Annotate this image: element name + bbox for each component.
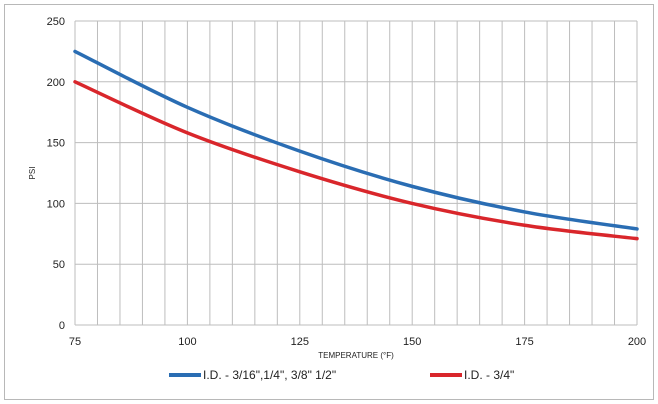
legend: I.D. - 3/16",1/4", 3/8" 1/2" I.D. - 3/4" bbox=[169, 368, 514, 382]
y-tick-label: 0 bbox=[59, 320, 65, 332]
x-tick-label: 125 bbox=[291, 336, 309, 348]
legend-label-1: I.D. - 3/16",1/4", 3/8" 1/2" bbox=[203, 368, 336, 382]
x-tick-label: 200 bbox=[628, 336, 646, 348]
legend-label-2: I.D. - 3/4" bbox=[464, 368, 514, 382]
series-lines bbox=[73, 49, 639, 241]
x-tick-label: 100 bbox=[178, 336, 196, 348]
x-axis-ticks: 75 100 125 150 175 200 bbox=[69, 336, 646, 348]
chart-frame: 0 50 100 150 200 250 75 100 125 150 175 200 PSI TE… bbox=[4, 4, 654, 400]
series-line-2 bbox=[73, 80, 639, 241]
y-tick-label: 50 bbox=[53, 259, 65, 271]
x-axis-label: TEMPERATURE (°F) bbox=[318, 351, 394, 360]
y-tick-label: 150 bbox=[47, 138, 65, 150]
y-axis-ticks: 0 50 100 150 200 250 bbox=[47, 16, 65, 332]
series-line-1 bbox=[73, 49, 639, 231]
x-tick-label: 75 bbox=[69, 336, 81, 348]
y-axis-label: PSI bbox=[28, 167, 37, 180]
y-tick-label: 100 bbox=[47, 198, 65, 210]
line-chart: 0 50 100 150 200 250 75 100 125 150 175 200 PSI TE… bbox=[28, 16, 646, 382]
x-tick-label: 150 bbox=[403, 336, 421, 348]
x-tick-label: 175 bbox=[515, 336, 533, 348]
y-tick-label: 250 bbox=[47, 16, 65, 28]
grid bbox=[74, 20, 638, 326]
y-tick-label: 200 bbox=[47, 77, 65, 89]
